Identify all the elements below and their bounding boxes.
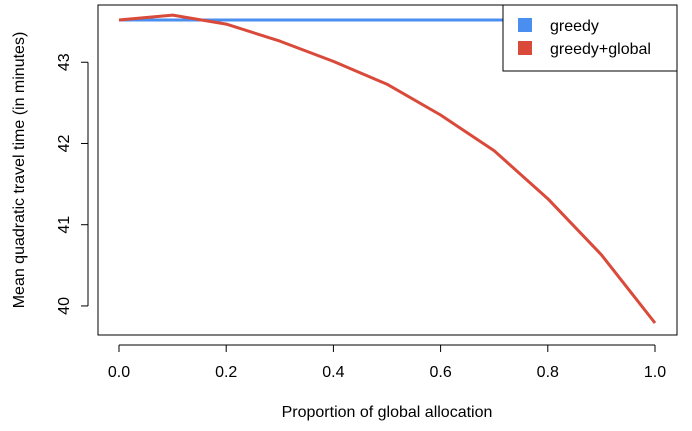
legend-label: greedy [550,18,599,35]
y-axis: 40 41 42 43 [56,53,89,315]
x-axis: 0.0 0.2 0.4 0.6 0.8 1.0 [108,344,666,381]
y-tick-label: 41 [56,216,73,234]
x-tick-label: 1.0 [644,364,666,381]
legend-swatch [518,41,532,55]
y-axis-label: Mean quadratic travel time (in minutes) [11,32,28,309]
legend: greedy greedy+global [502,4,678,72]
x-tick-label: 0.8 [537,364,559,381]
y-tick-label: 40 [56,297,73,315]
plot-area-frame [97,4,678,336]
x-tick-label: 0.0 [108,364,130,381]
legend-swatch [518,18,532,32]
x-axis-label: Proportion of global allocation [282,404,493,421]
series-line-greedy-global [118,13,657,324]
x-tick-label: 0.4 [322,364,344,381]
legend-box [502,4,678,72]
legend-label: greedy+global [550,41,651,58]
x-tick-label: 0.6 [429,364,451,381]
y-tick-label: 43 [56,53,73,71]
x-tick-label: 0.2 [215,364,237,381]
y-tick-label: 42 [56,134,73,152]
